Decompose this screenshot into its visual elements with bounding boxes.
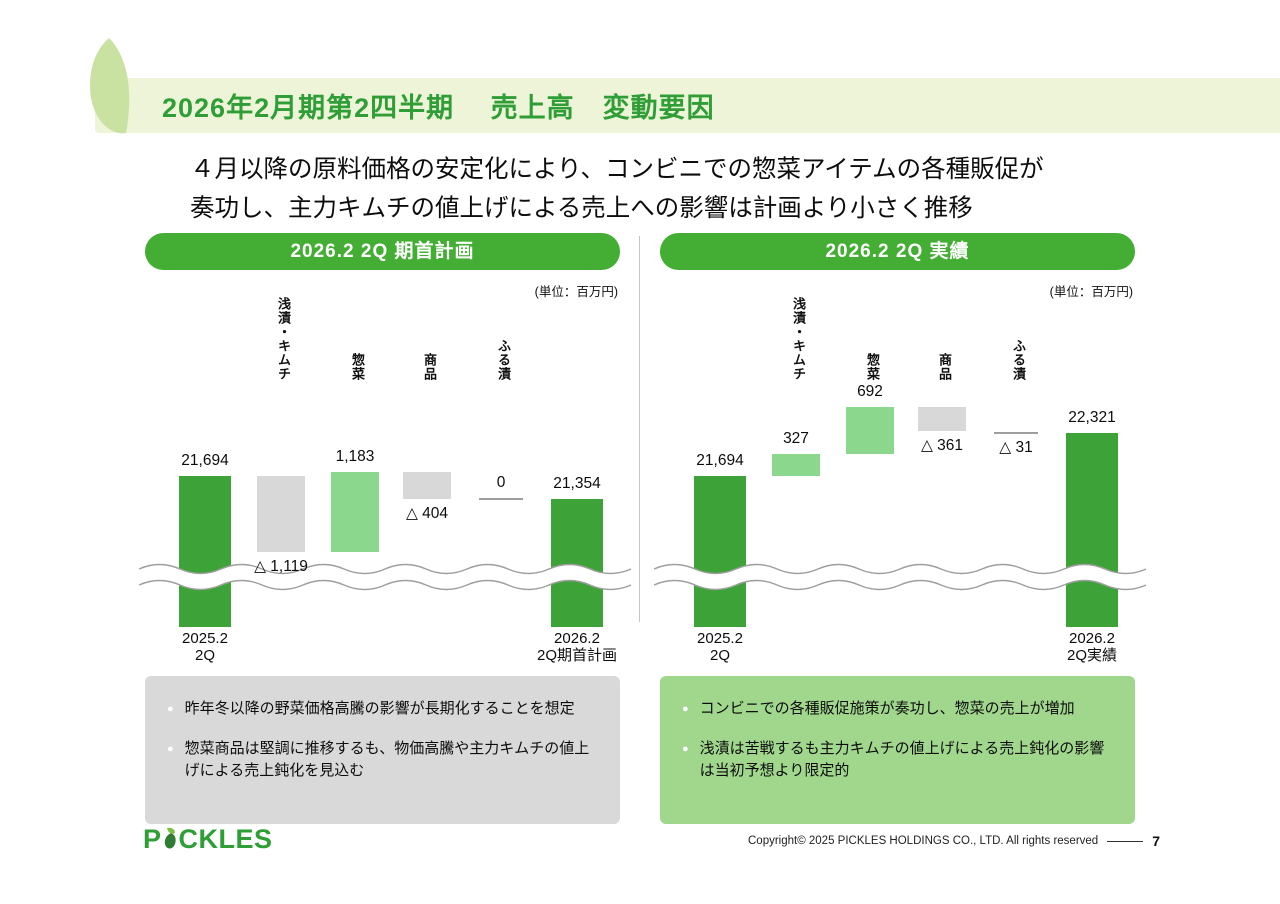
value-label: 21,694 xyxy=(696,452,744,469)
leaf-icon xyxy=(89,38,130,134)
panel-divider xyxy=(639,236,640,622)
waterfall-bar-up xyxy=(846,406,894,454)
plan-panel-header: 2026.2 2Q 期首計画 xyxy=(145,233,620,270)
comment-text: コンビニでの各種販促施策が奏功し、惣菜の売上が増加 xyxy=(699,700,1075,717)
value-label: 22,321 xyxy=(1068,409,1116,427)
subtitle-line-2: 奏功し、主力キムチの値上げによる売上への影響は計画より小さく推移 xyxy=(190,195,973,222)
subtitle: ４月以降の原料価格の安定化により、コンビニでの惣菜アイテムの各種販促が 奏功し、… xyxy=(190,150,1044,228)
actual-chart-panel: 2026.2 2Q 実績 (単位：百万円) 浅漬・キムチ惣菜 商品 ふる漬 21,6… xyxy=(650,233,1150,678)
plan-chart-panel: 2026.2 2Q 期首計画 (単位：百万円) 浅漬・キムチ惣菜 商品 ふる漬 21… xyxy=(135,233,635,678)
value-label: 692 xyxy=(857,382,883,400)
waterfall-bar-up xyxy=(772,453,820,476)
x-axis-label: 2026.2 2Q期首計画 xyxy=(536,630,618,664)
logo-text-post: CKLES xyxy=(178,824,273,854)
bullet-icon: ● xyxy=(682,703,689,715)
value-label: △ 361 xyxy=(920,437,964,455)
category-labels: 浅漬・キムチ惣菜 商品 ふる漬 xyxy=(145,285,620,381)
subtitle-line-1: ４月以降の原料価格の安定化により、コンビニでの惣菜アイテムの各種販促が xyxy=(190,156,1044,183)
waterfall-bar-down xyxy=(918,406,966,432)
comment-item: ● コンビニでの各種販促施策が奏功し、惣菜の売上が増加 xyxy=(682,698,1111,721)
unit-label: (単位：百万円) xyxy=(1049,285,1133,299)
page-title: 2026年2月期第2四半期 売上高 変動要因 xyxy=(162,93,715,123)
bullet-icon: ● xyxy=(682,742,689,755)
category-label: 浅漬・キムチ xyxy=(791,297,806,381)
copyright-text: Copyright© 2025 PICKLES HOLDINGS CO., LT… xyxy=(748,835,1099,847)
value-label: 327 xyxy=(783,429,809,447)
value-label: 1,183 xyxy=(335,447,375,465)
value-label: △ 1,119 xyxy=(254,558,308,576)
value-label: 21,354 xyxy=(553,475,601,493)
leaf-decoration xyxy=(88,38,136,136)
actual-panel-header: 2026.2 2Q 実績 xyxy=(660,233,1135,270)
waterfall-bar-flat xyxy=(994,432,1038,435)
category-label: 惣菜 xyxy=(350,353,365,381)
category-label: 商品 xyxy=(937,353,952,381)
x-axis-labels: 2025.2 2Q 2026.2 2Q実績 xyxy=(660,630,1135,672)
category-label: ふる漬 xyxy=(1011,339,1026,381)
x-axis-label: 2025.2 2Q xyxy=(182,630,228,664)
x-axis-label: 2025.2 2Q xyxy=(697,630,743,664)
value-label: 21,694 xyxy=(181,452,229,469)
comment-item: ● 惣菜商品は堅調に推移するも、物価高騰や主力キムチの値上げによる売上鈍化を見込… xyxy=(167,738,596,783)
footer: Copyright© 2025 PICKLES HOLDINGS CO., LT… xyxy=(690,833,1160,849)
waterfall-bar-total xyxy=(1066,433,1118,627)
category-label: 浅漬・キムチ xyxy=(276,297,291,381)
footer-rule xyxy=(1107,840,1144,842)
category-label: 商品 xyxy=(422,353,437,381)
waterfall-bar-up xyxy=(331,471,379,553)
waterfall-bar-total xyxy=(179,476,231,627)
category-label: 惣菜 xyxy=(865,353,880,381)
logo-text-pre: P xyxy=(143,824,162,854)
eggplant-icon xyxy=(164,827,176,848)
plot-area: 21,694 327 692 △ 361 △ 31 22,321 xyxy=(660,233,1135,678)
category-label: ふる漬 xyxy=(496,339,511,381)
value-label: △ 404 xyxy=(405,505,449,523)
plan-comments-box: ● 昨年冬以降の野菜価格高騰の影響が長期化することを想定 ● 惣菜商品は堅調に推… xyxy=(145,676,620,824)
page-number: 7 xyxy=(1152,833,1160,849)
comment-text: 昨年冬以降の野菜価格高騰の影響が長期化することを想定 xyxy=(184,700,575,717)
bullet-icon: ● xyxy=(167,703,174,715)
pickles-logo: P CKLES xyxy=(143,824,273,855)
waterfall-bar-down xyxy=(257,476,305,553)
value-label: 0 xyxy=(496,474,506,492)
x-axis-labels: 2025.2 2Q 2026.2 2Q期首計画 xyxy=(145,630,620,672)
comment-item: ● 浅漬は苦戦するも主力キムチの値上げによる売上鈍化の影響は当初予想より限定的 xyxy=(682,738,1111,783)
unit-label: (単位：百万円) xyxy=(534,285,618,299)
plot-area: 21,694 △ 1,119 1,183 △ 404 0 21,354 xyxy=(145,233,620,678)
waterfall-bar-total xyxy=(694,476,746,627)
waterfall-bar-down xyxy=(403,471,451,500)
comment-text: 浅漬は苦戦するも主力キムチの値上げによる売上鈍化の影響は当初予想より限定的 xyxy=(699,739,1105,780)
value-label: △ 31 xyxy=(999,439,1033,457)
title-band: 2026年2月期第2四半期 売上高 変動要因 xyxy=(95,78,1280,133)
waterfall-bar-flat xyxy=(479,498,523,501)
x-axis-label: 2026.2 2Q実績 xyxy=(1066,630,1118,664)
comment-item: ● 昨年冬以降の野菜価格高騰の影響が長期化することを想定 xyxy=(167,698,596,721)
comment-text: 惣菜商品は堅調に推移するも、物価高騰や主力キムチの値上げによる売上鈍化を見込む xyxy=(184,739,590,780)
category-labels: 浅漬・キムチ惣菜 商品 ふる漬 xyxy=(660,285,1135,381)
actual-comments-box: ● コンビニでの各種販促施策が奏功し、惣菜の売上が増加 ● 浅漬は苦戦するも主力… xyxy=(660,676,1135,824)
bullet-icon: ● xyxy=(167,742,174,755)
waterfall-bar-total xyxy=(551,499,603,627)
